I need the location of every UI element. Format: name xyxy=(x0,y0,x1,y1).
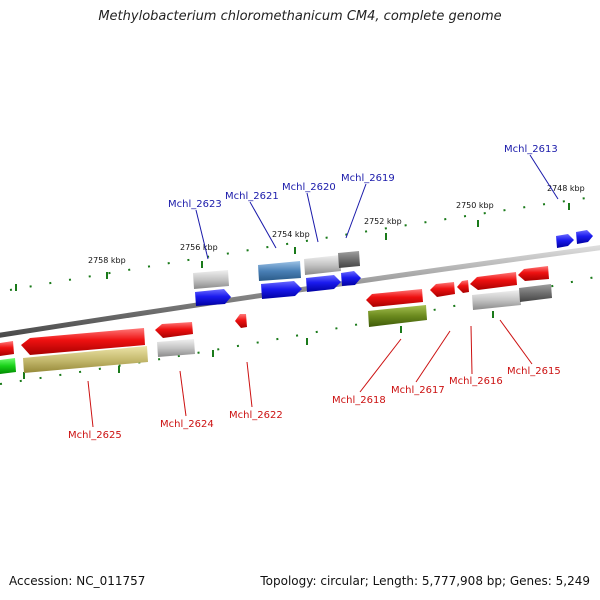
scale-label-2750: 2750 kbp xyxy=(456,201,494,210)
gene-block[interactable] xyxy=(304,255,341,275)
scale-label-2758: 2758 kbp xyxy=(88,256,126,265)
gene-arrow[interactable] xyxy=(341,271,361,286)
inner-scale-ticks xyxy=(0,275,600,385)
gene-block[interactable] xyxy=(472,290,521,310)
gene-block[interactable] xyxy=(338,251,360,268)
gene-block[interactable] xyxy=(157,339,195,357)
forward-strand-genes xyxy=(193,230,593,306)
outer-scale-ticks xyxy=(9,195,600,291)
gene-label-mchl-2621[interactable]: Mchl_2621 xyxy=(225,191,279,202)
gene-arrow[interactable] xyxy=(518,266,549,281)
gene-arrow[interactable] xyxy=(155,322,193,338)
gene-arrow[interactable] xyxy=(556,234,574,248)
gene-label-mchl-2620[interactable]: Mchl_2620 xyxy=(282,182,336,193)
gene-arrow[interactable] xyxy=(21,328,145,355)
gene-arrow[interactable] xyxy=(235,314,247,328)
scale-label-2752: 2752 kbp xyxy=(364,217,402,226)
reverse-leader-lines xyxy=(87,319,533,428)
gene-block[interactable] xyxy=(0,341,14,356)
forward-leader-lines xyxy=(195,154,559,260)
gene-label-mchl-2625[interactable]: Mchl_2625 xyxy=(68,430,122,441)
scale-label-2754: 2754 kbp xyxy=(272,230,310,239)
gene-label-mchl-2622[interactable]: Mchl_2622 xyxy=(229,410,283,421)
reverse-strand-genes xyxy=(0,266,552,374)
gene-label-mchl-2619[interactable]: Mchl_2619 xyxy=(341,173,395,184)
gene-block[interactable] xyxy=(23,346,148,373)
gene-label-mchl-2618[interactable]: Mchl_2618 xyxy=(332,395,386,406)
gene-block[interactable] xyxy=(368,305,427,327)
gene-label-mchl-2615[interactable]: Mchl_2615 xyxy=(507,366,561,377)
scale-label-2748: 2748 kbp xyxy=(547,184,585,193)
gene-arrow[interactable] xyxy=(195,289,231,306)
gene-arrow[interactable] xyxy=(366,289,423,307)
gene-label-mchl-2613[interactable]: Mchl_2613 xyxy=(504,144,558,155)
scale-label-2756: 2756 kbp xyxy=(180,243,218,252)
gene-arrow[interactable] xyxy=(470,272,517,290)
gene-label-mchl-2624[interactable]: Mchl_2624 xyxy=(160,419,214,430)
gene-arrow[interactable] xyxy=(306,275,341,292)
gene-label-mchl-2617[interactable]: Mchl_2617 xyxy=(391,385,445,396)
genome-summary: Topology: circular; Length: 5,777,908 bp… xyxy=(260,574,590,588)
map-title: Methylobacterium chloromethanicum CM4, c… xyxy=(98,9,502,24)
gene-arrow[interactable] xyxy=(576,230,593,244)
gene-arrow[interactable] xyxy=(457,280,469,293)
gene-label-mchl-2623[interactable]: Mchl_2623 xyxy=(168,199,222,210)
gene-arrow[interactable] xyxy=(261,281,302,299)
gene-block[interactable] xyxy=(0,358,16,374)
gene-arrow[interactable] xyxy=(430,282,455,297)
gene-block[interactable] xyxy=(519,284,552,302)
gene-block[interactable] xyxy=(258,261,301,281)
gene-block[interactable] xyxy=(193,270,229,289)
accession-label: Accession: NC_011757 xyxy=(9,574,146,588)
gene-label-mchl-2616[interactable]: Mchl_2616 xyxy=(449,376,503,387)
